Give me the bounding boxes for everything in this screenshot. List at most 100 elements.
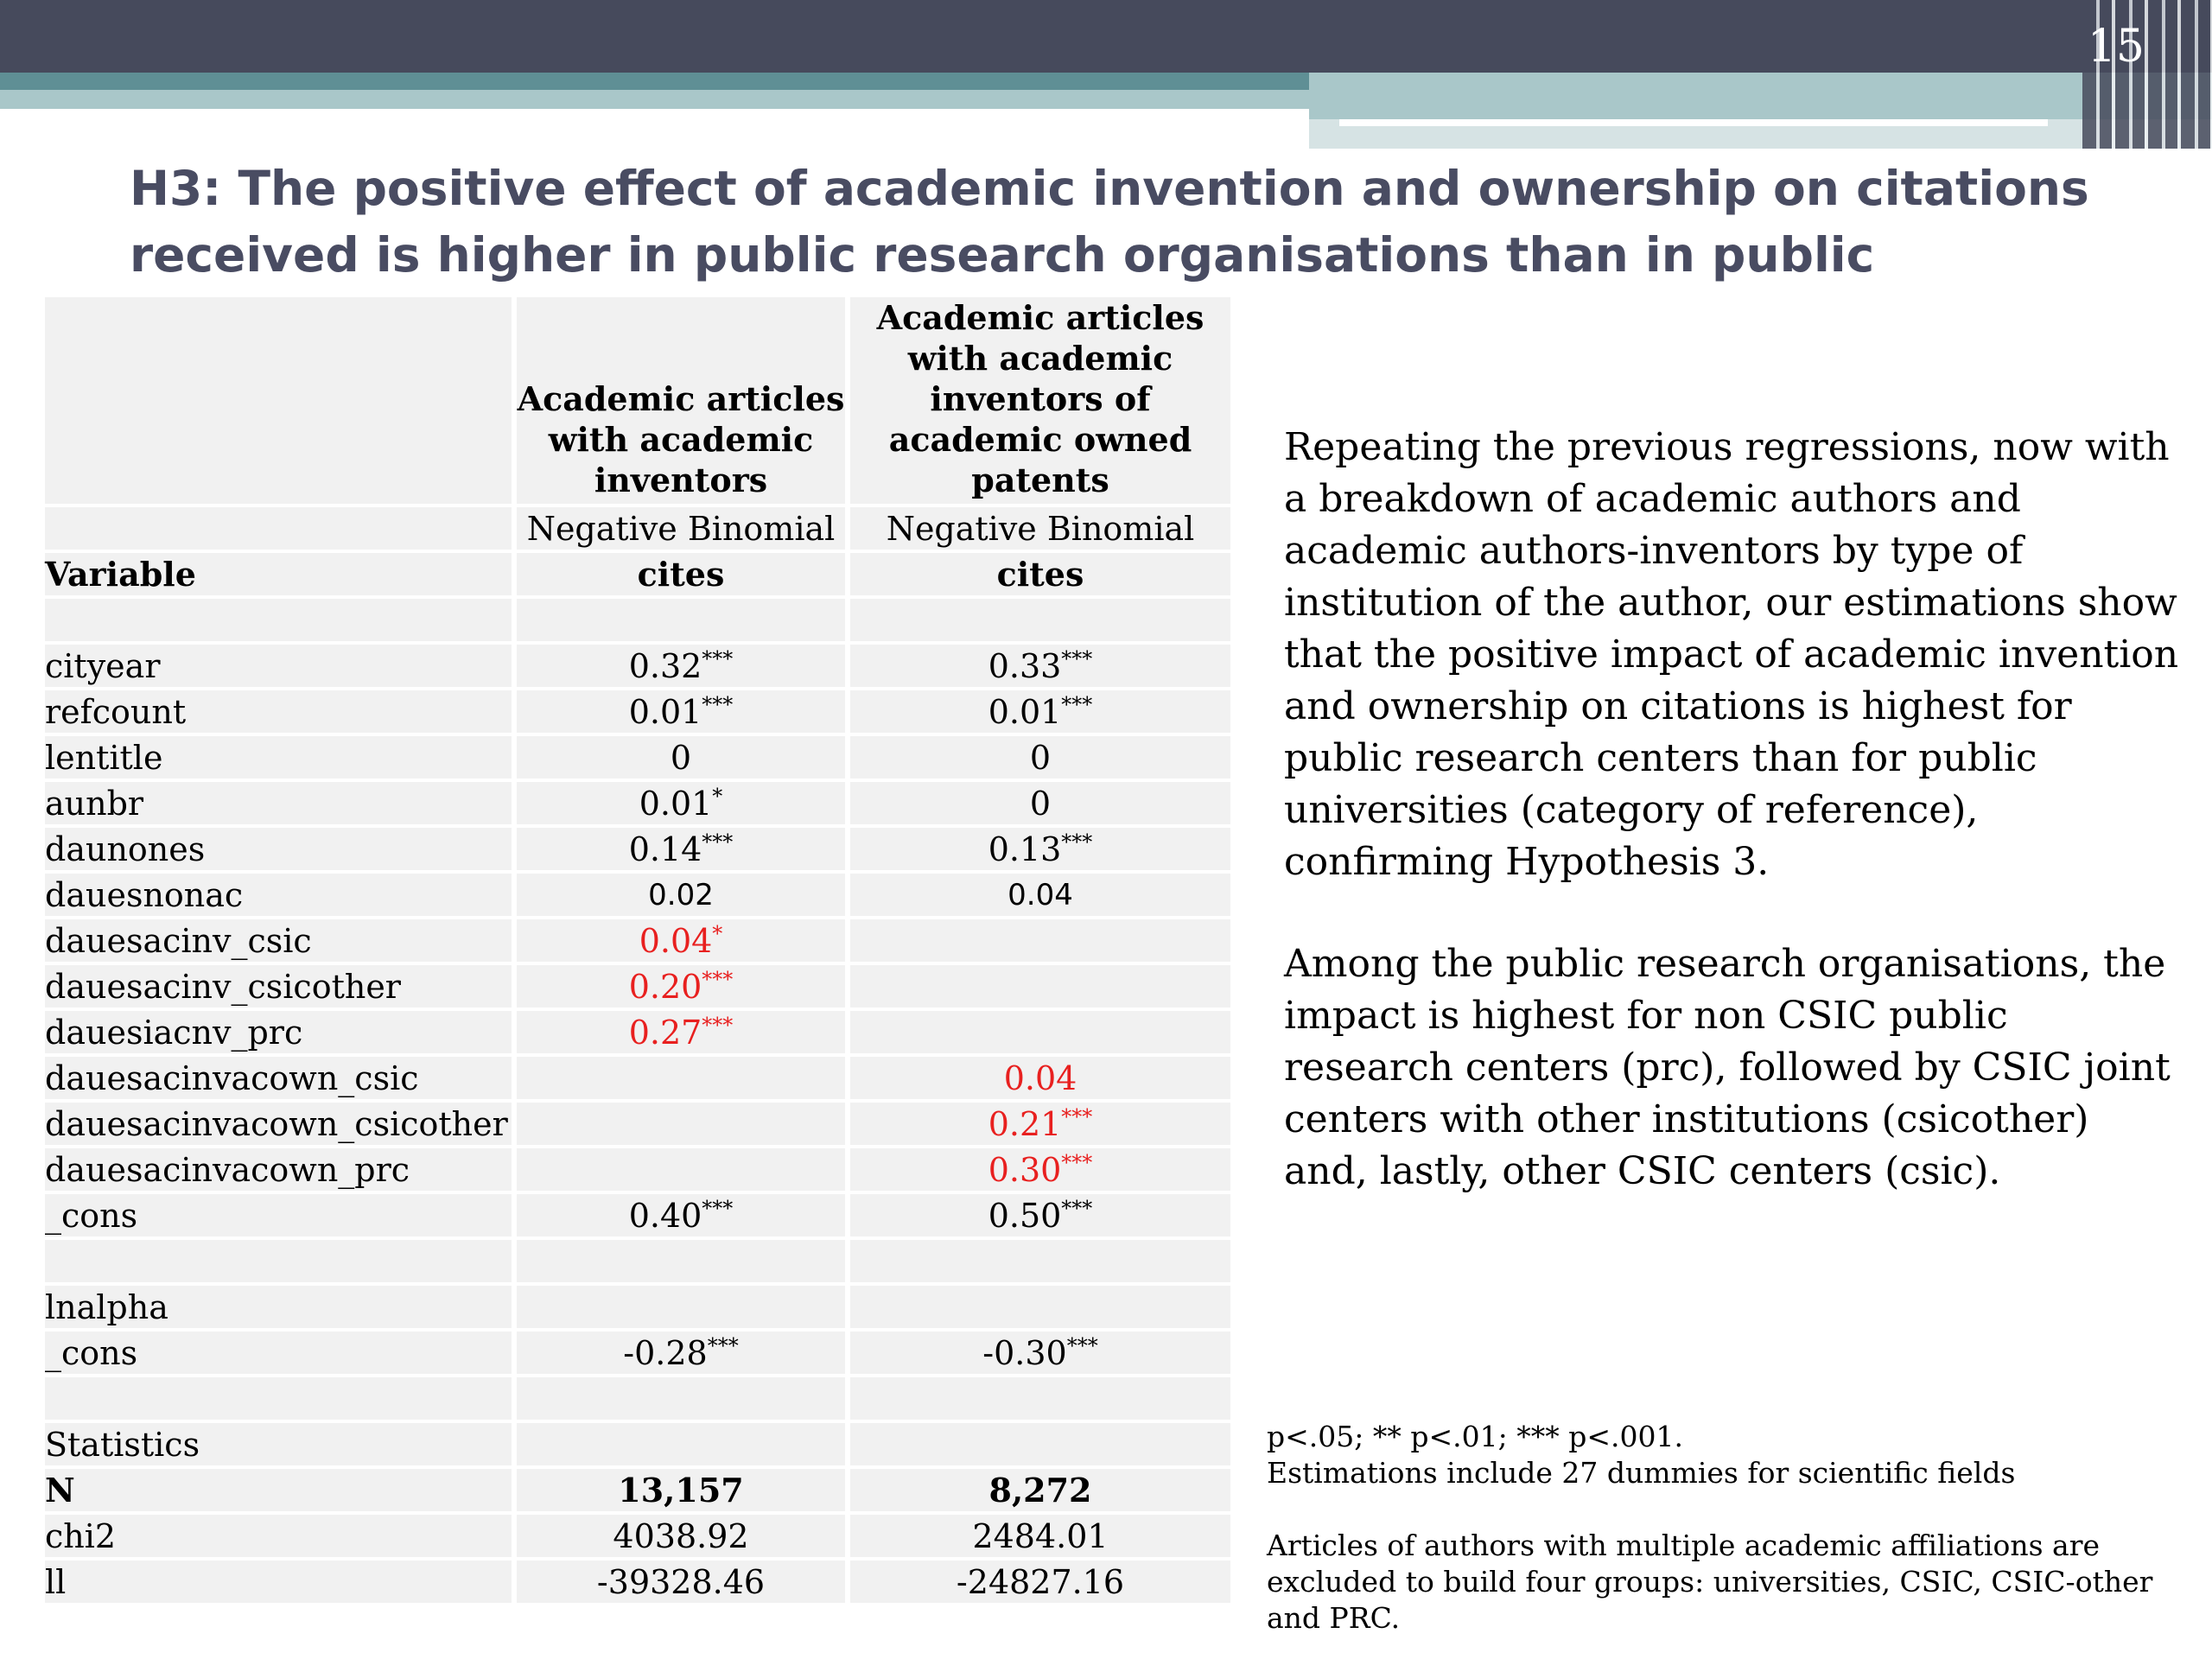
model-label: Negative Binomial [850,507,1230,550]
table-cell [850,1286,1230,1328]
table-cell [517,1148,845,1191]
coefficient-cell: -39328.46 [517,1560,845,1603]
coefficient-cell: 0.50*** [850,1194,1230,1236]
significance-stars: *** [1066,1332,1098,1357]
row-label: ll [45,1560,512,1603]
header-band [0,73,1309,90]
significance-stars: *** [1061,1103,1093,1128]
significance-stars: *** [1061,1149,1093,1174]
significance-stars: *** [702,829,734,854]
coefficient-value: 0.20 [628,967,702,1006]
coefficient-cell: 0.01* [517,782,845,824]
row-label: dauesacinvacown_prc [45,1148,512,1191]
paragraph-pro: Among the public research organisations,… [1284,942,2171,1193]
coefficient-value: 0 [1029,738,1052,777]
table-row: dauesacinvacown_csic 0.04 [45,1057,1230,1099]
table-row: dauesnonac 0.02 0.04 [45,874,1230,916]
coefficient-value: 0.14 [628,830,702,868]
row-label: lentitle [45,736,512,779]
significance-stars: *** [702,1012,734,1037]
coefficient-cell: -0.30*** [850,1332,1230,1374]
coefficient-value: 13,157 [618,1471,744,1510]
significance-stars: *** [702,966,734,991]
coefficient-value: -39328.46 [596,1562,766,1601]
significance-stars: *** [707,1332,739,1357]
row-label: aunbr [45,782,512,824]
table-row: Statistics [45,1423,1230,1465]
coefficient-value: 0.32 [628,646,702,685]
table-row: lnalpha [45,1286,1230,1328]
row-label: dauesacinv_csicother [45,965,512,1007]
coefficient-cell: 0.20*** [517,965,845,1007]
table-row: dauesacinvacown_prc 0.30*** [45,1148,1230,1191]
table-cell [517,1377,845,1420]
header-decoration [2082,0,2212,149]
table-cell [850,965,1230,1007]
coefficient-value: 0 [670,738,692,777]
table-cell [517,1286,845,1328]
row-label: N [45,1469,512,1511]
table-row: dauesacinv_csicother 0.20*** [45,965,1230,1007]
coefficient-value: 0.01 [988,692,1062,731]
header-band [0,90,1309,109]
coefficient-value: 0.21 [988,1104,1062,1143]
variable-header: Variable [45,553,512,595]
header-band [1339,119,2048,126]
coefficient-cell: 0.02 [517,874,845,916]
table-row: daunones 0.14*** 0.13*** [45,828,1230,870]
table-cell [517,1103,845,1145]
coefficient-value: 0.02 [648,877,714,912]
table-cell [850,1011,1230,1053]
table-row: lentitle 0 0 [45,736,1230,779]
spacer-row [45,1377,1230,1420]
row-label: _cons [45,1194,512,1236]
exclusion-note: Articles of authors with multiple academ… [1267,1529,2153,1635]
coefficient-value: 0.04 [1003,1058,1077,1097]
coefficient-cell: 0.30*** [850,1148,1230,1191]
coefficient-cell: 0.04 [850,1057,1230,1099]
coefficient-value: 0.40 [628,1196,702,1235]
row-label: dauesiacnv_prc [45,1011,512,1053]
coefficient-value: 0 [1029,784,1052,823]
header-band [1309,73,2212,119]
table-cell [517,1057,845,1099]
coefficient-cell: 0.04* [517,919,845,962]
coefficient-value: 0.04 [1007,877,1073,912]
coefficient-value: -0.28 [623,1333,708,1372]
table-row: aunbr 0.01* 0 [45,782,1230,824]
significance-note: p<.05; ** p<.01; *** p<.001. [1267,1420,1683,1453]
significance-stars: *** [702,691,734,716]
coefficient-cell: 0.14*** [517,828,845,870]
coefficient-cell: 0 [850,782,1230,824]
coefficient-cell: 4038.92 [517,1515,845,1557]
table-cell [850,1377,1230,1420]
table-cell [517,1240,845,1282]
dep-var-label: cites [850,553,1230,595]
table-row: dauesacinvacown_csicother 0.21*** [45,1103,1230,1145]
regression-table: Academic articles with academic inventor… [45,294,1230,1606]
row-label: dauesnonac [45,874,512,916]
row-label: lnalpha [45,1286,512,1328]
row-label: daunones [45,828,512,870]
coefficient-cell: 0.33*** [850,645,1230,687]
spacer-row [45,599,1230,641]
row-label: _cons [45,1332,512,1374]
significance-stars: *** [702,1195,734,1220]
coefficient-cell: 0.40*** [517,1194,845,1236]
coefficient-cell: 0 [517,736,845,779]
dummies-note: Estimations include 27 dummies for scien… [1267,1456,2016,1490]
coefficient-cell: 0.27*** [517,1011,845,1053]
coefficient-value: 0.50 [988,1196,1062,1235]
column-header: Academic articles with academic inventor… [850,297,1230,504]
table-row: ll -39328.46 -24827.16 [45,1560,1230,1603]
row-label: dauesacinvacown_csicother [45,1103,512,1145]
significance-stars: *** [1061,1195,1093,1220]
coefficient-cell: 0.32*** [517,645,845,687]
table-cell [45,297,512,504]
row-label: dauesacinv_csic [45,919,512,962]
table-row: _cons 0.40*** 0.50*** [45,1194,1230,1236]
table-cell [45,1377,512,1420]
coefficient-cell: 0.04 [850,874,1230,916]
coefficient-value: 0.27 [628,1013,702,1052]
coefficient-cell: 0.01*** [850,690,1230,733]
